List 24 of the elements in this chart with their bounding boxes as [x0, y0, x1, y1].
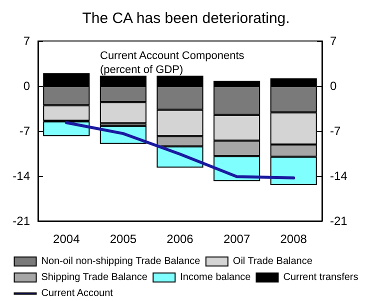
y2-tick-label: -14 [330, 169, 348, 183]
y2-tick-label: 0 [330, 79, 337, 93]
x-tick-label: 2008 [280, 232, 308, 246]
legend-label: Non-oil non-shipping Trade Balance [41, 256, 201, 267]
x-tick-label: 2004 [53, 232, 80, 246]
legend-label: Income balance [180, 272, 252, 283]
y2-tick-label: -7 [330, 124, 341, 138]
line-series [64, 121, 296, 180]
x-tick-label: 2005 [110, 232, 137, 246]
legend-label: Shipping Trade Balance [41, 272, 148, 283]
y2-tick-label: -21 [330, 214, 348, 228]
y-tick-label: -14 [12, 169, 30, 183]
legend-label: Current transfers [283, 272, 358, 283]
x-tick-label: 2007 [223, 232, 250, 246]
y-tick-label: -7 [19, 124, 30, 138]
chart-title: The CA has been deteriorating. [82, 10, 290, 27]
y-tick-label: 7 [23, 34, 30, 48]
y2-tick-label: 7 [330, 34, 337, 48]
y-tick-label: -21 [12, 214, 30, 228]
x-tick-label: 2006 [166, 232, 194, 246]
y-tick-label: 0 [23, 79, 30, 93]
legend-label: Current Account [41, 288, 114, 299]
text: Current Account Components (percent of GDP) [100, 50, 245, 76]
legend-label: Oil Trade Balance [232, 256, 313, 267]
